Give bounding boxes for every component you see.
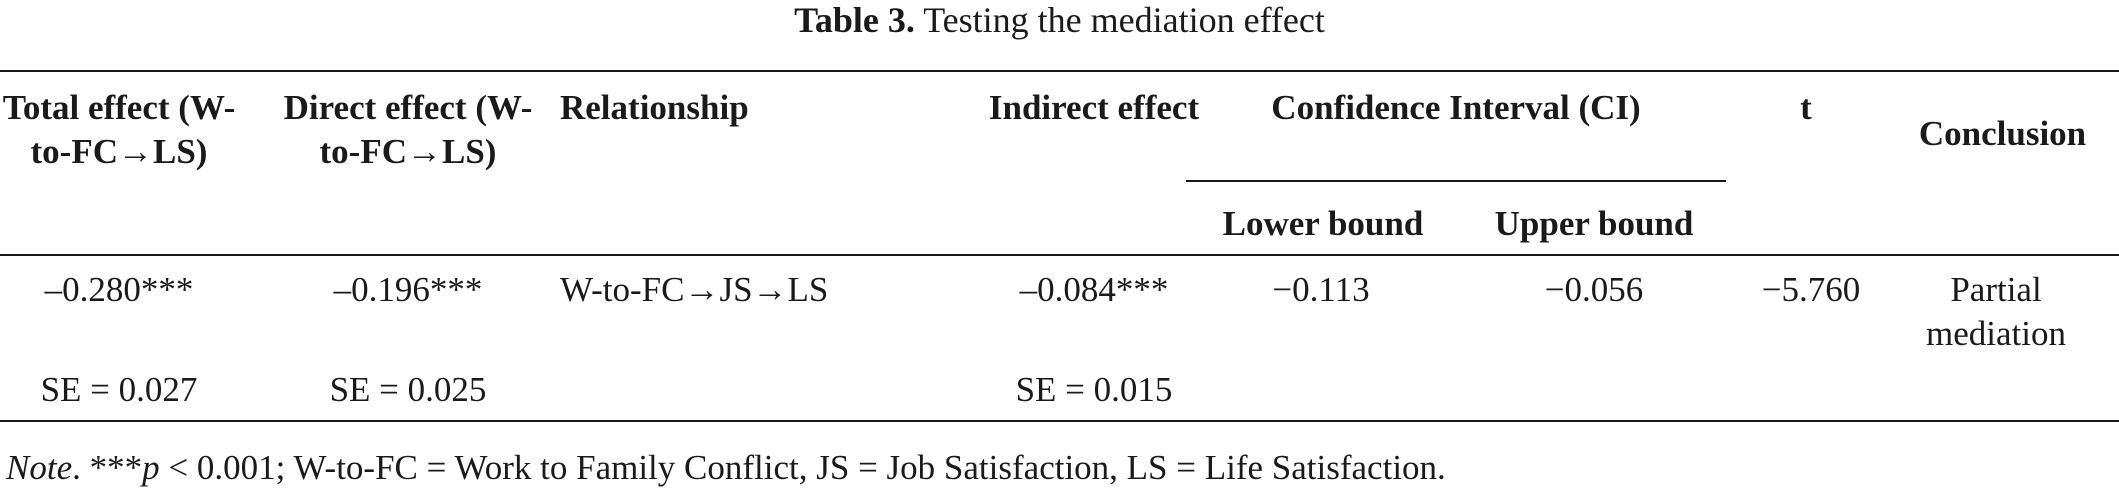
table-caption-label: Table 3. [794, 0, 915, 40]
note-label: Note [6, 448, 73, 487]
bottom-rule [0, 420, 2119, 422]
header-confidence-interval: Confidence Interval (CI) [1271, 88, 1641, 127]
note-p-prefix: . *** [72, 448, 143, 487]
relationship-value: W-to-FC→JS→LS [560, 270, 829, 309]
indirect-effect-value: –0.084*** [1019, 270, 1169, 309]
table-caption: Table 3. Testing the mediation effect [0, 0, 2119, 40]
upper-bound-value: −0.056 [1544, 270, 1644, 309]
conclusion-value: Partial mediation [1926, 270, 2066, 353]
header-direct-effect: Direct effect (W-to-FC→LS) [283, 88, 533, 171]
total-effect-se: SE = 0.027 [40, 370, 198, 409]
t-value: −5.760 [1761, 270, 1861, 309]
header-rule [0, 254, 2119, 256]
ci-subrule [1186, 180, 1726, 182]
header-total-effect: Total effect (W-to-FC→LS) [2, 88, 236, 171]
header-upper-bound: Upper bound [1494, 204, 1694, 243]
lower-bound-value: −0.113 [1272, 270, 1370, 309]
note-text: < 0.001; W-to-FC = Work to Family Confli… [159, 448, 1446, 487]
top-rule [0, 70, 2119, 72]
table-caption-title: Testing the mediation effect [923, 0, 1325, 40]
indirect-effect-se: SE = 0.015 [1015, 370, 1173, 409]
table-note: Note. ***p < 0.001; W-to-FC = Work to Fa… [6, 446, 1446, 490]
direct-effect-value: –0.196*** [333, 270, 483, 309]
note-p-symbol: p [142, 448, 160, 487]
header-t: t [1800, 88, 1812, 127]
header-indirect-effect: Indirect effect [988, 88, 1200, 127]
header-lower-bound: Lower bound [1222, 204, 1424, 243]
header-relationship: Relationship [560, 88, 749, 127]
header-conclusion: Conclusion [1918, 114, 2087, 153]
direct-effect-se: SE = 0.025 [329, 370, 487, 409]
total-effect-value: –0.280*** [44, 270, 194, 309]
